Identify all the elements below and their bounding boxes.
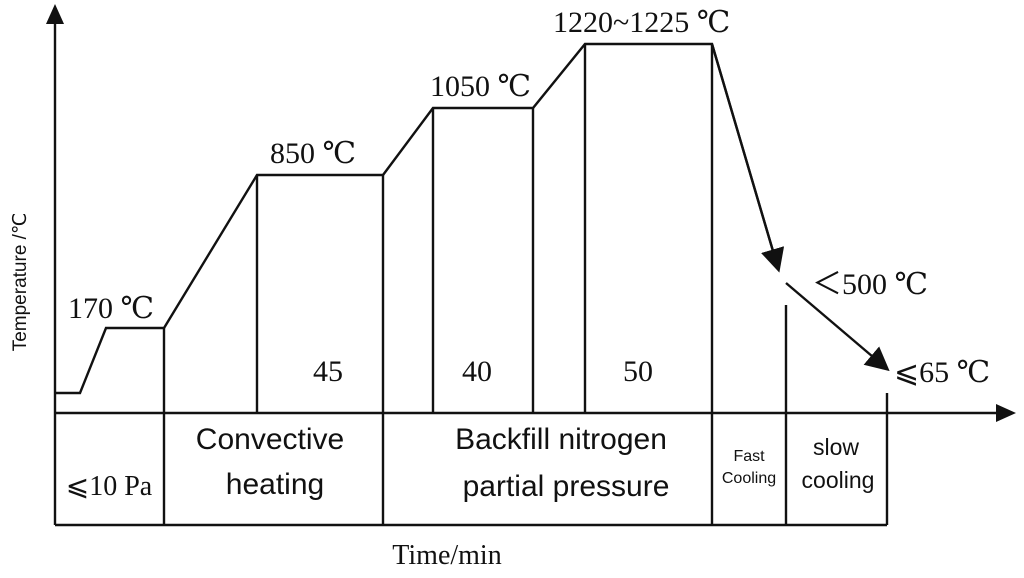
duration-50: 50 xyxy=(623,355,653,388)
temp-label-850: 850 ℃ xyxy=(270,137,356,170)
x-axis-label: Time/min xyxy=(392,540,501,571)
temp-label-65: ⩽65 ℃ xyxy=(894,356,990,389)
stage-convective-line1: Convective xyxy=(196,423,344,456)
stage-convective-line2: heating xyxy=(226,468,324,501)
x-axis-arrow xyxy=(996,404,1016,422)
stage-backfill-line2: partial pressure xyxy=(463,470,670,503)
temp-label-170: 170 ℃ xyxy=(68,292,154,325)
temp-label-1050: 1050 ℃ xyxy=(430,70,531,103)
duration-45: 45 xyxy=(313,355,343,388)
duration-40: 40 xyxy=(462,355,492,388)
stage-backfill-line1: Backfill nitrogen xyxy=(455,423,667,456)
stage-fast-line1: Fast xyxy=(733,448,765,465)
stage-slow-line1: slow xyxy=(813,434,859,460)
slow-cooling-arrow xyxy=(785,282,890,372)
temp-label-500: ＜500 ℃ xyxy=(812,268,928,301)
y-axis-label: Temperature /℃ xyxy=(10,213,31,352)
stage-fast-line2: Cooling xyxy=(722,470,776,487)
stage-slow-line2: cooling xyxy=(802,467,875,493)
temp-label-1220: 1220~1225 ℃ xyxy=(553,6,730,39)
stage-vacuum: ⩽10 Pa xyxy=(66,471,153,502)
fast-cooling-arrow xyxy=(710,43,785,273)
y-axis-arrow xyxy=(46,4,64,24)
